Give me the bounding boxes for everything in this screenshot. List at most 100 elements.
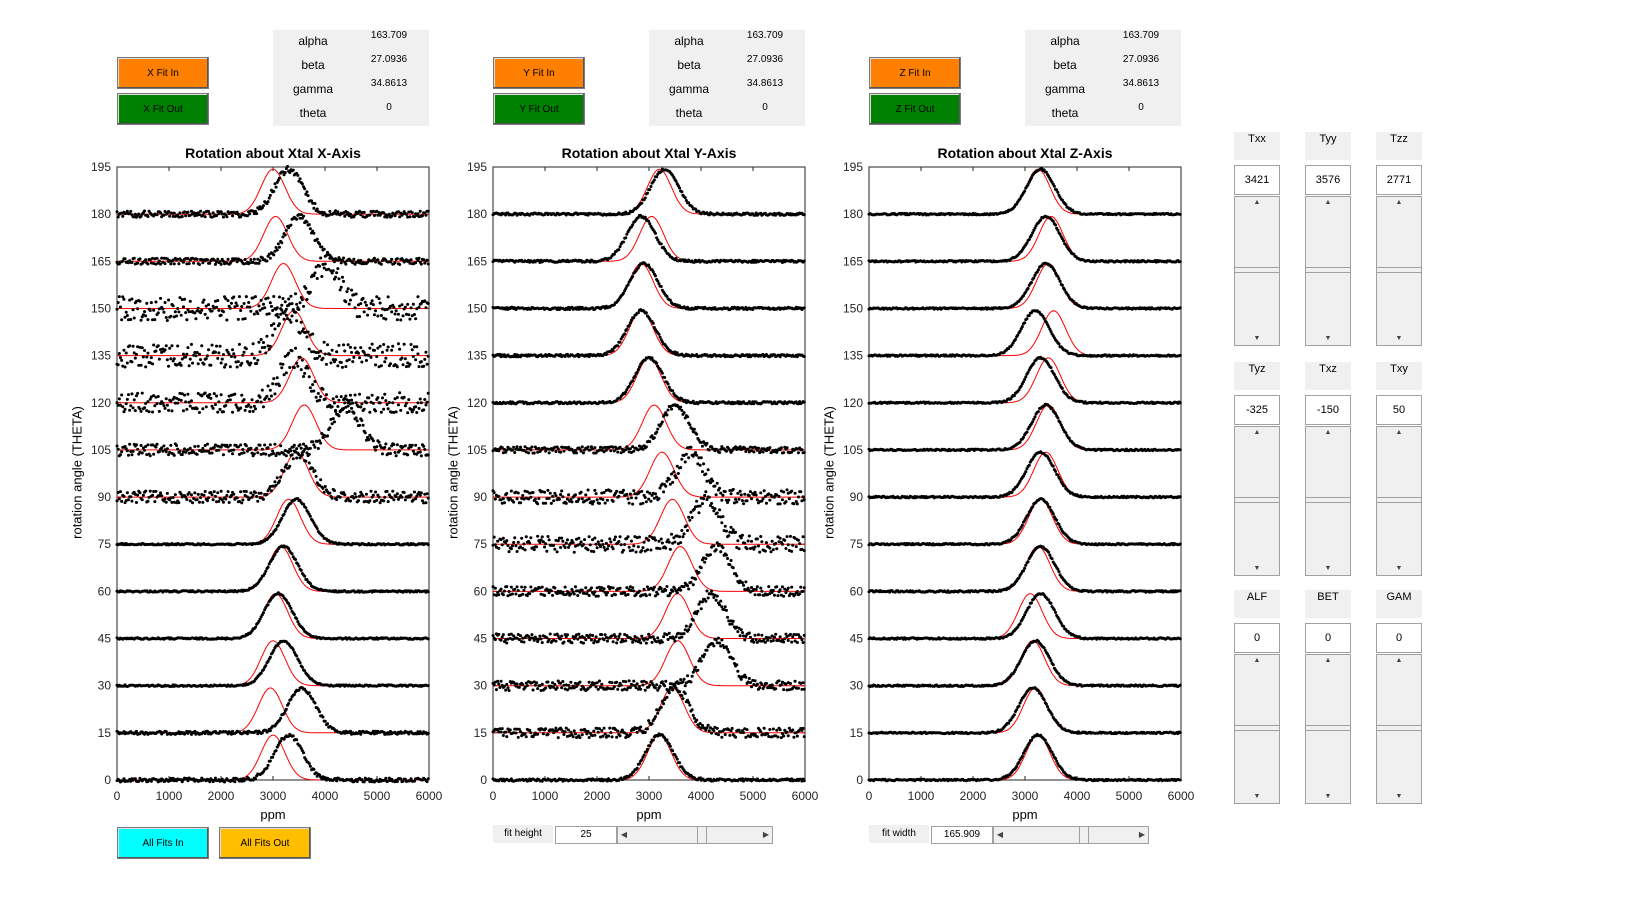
all-fits-out-button[interactable]: All Fits Out <box>219 827 311 859</box>
data-points <box>491 589 806 645</box>
slider-left-arrow-icon[interactable]: ◀ <box>620 830 628 839</box>
x-tick-label: 0 <box>114 789 121 803</box>
fit-width-slider[interactable]: ◀ ▶ <box>993 826 1149 844</box>
tensor-label-alf: ALF <box>1234 590 1280 618</box>
slider-thumb[interactable] <box>1235 267 1279 273</box>
y-fit-in-button[interactable]: Y Fit In <box>493 57 585 89</box>
data-points <box>115 165 430 219</box>
slider-thumb[interactable] <box>1377 725 1421 731</box>
data-points <box>867 167 1182 217</box>
slider-thumb[interactable] <box>1377 497 1421 503</box>
data-points <box>491 732 806 783</box>
param-name: beta <box>1053 58 1077 72</box>
y-tick-label: 135 <box>843 349 863 363</box>
fit-height-field[interactable]: 25 <box>555 826 617 844</box>
x-params-table: alpha 163.709 beta 27.0936 gamma 34.8613 th… <box>273 30 429 126</box>
y-tick-label: 120 <box>91 396 111 410</box>
data-points <box>115 732 430 784</box>
x-tick-label: 0 <box>490 789 497 803</box>
y-tick-label: 30 <box>850 679 864 693</box>
tensor-slider-txx[interactable]: ▲ ▼ <box>1234 196 1280 346</box>
tensor-slider-alf[interactable]: ▲ ▼ <box>1234 654 1280 804</box>
slider-thumb[interactable] <box>1377 267 1421 273</box>
tensor-slider-bet[interactable]: ▲ ▼ <box>1305 654 1351 804</box>
param-value: 34.8613 <box>1122 78 1160 89</box>
y-tick-label: 90 <box>98 490 112 504</box>
y-tick-label: 150 <box>467 301 487 315</box>
slider-up-arrow-icon[interactable]: ▲ <box>1324 429 1332 436</box>
tensor-slider-txz[interactable]: ▲ ▼ <box>1305 426 1351 576</box>
slider-up-arrow-icon[interactable]: ▲ <box>1395 199 1403 206</box>
fit-height-slider[interactable]: ◀ ▶ <box>617 826 773 844</box>
data-points <box>491 445 806 506</box>
param-name: alpha <box>298 34 328 48</box>
tensor-field-bet[interactable]: 0 <box>1305 623 1351 653</box>
x-fit-out-button[interactable]: X Fit Out <box>117 93 209 125</box>
slider-thumb[interactable] <box>697 827 708 843</box>
data-points <box>867 686 1182 736</box>
tensor-label-tyy: Tyy <box>1305 132 1351 160</box>
y-tick-label: 105 <box>843 443 863 457</box>
y-fit-out-button[interactable]: Y Fit Out <box>493 93 585 125</box>
x-tick-label: 5000 <box>364 789 391 803</box>
tensor-field-txx[interactable]: 3421 <box>1234 165 1280 195</box>
z-fit-out-button[interactable]: Z Fit Out <box>869 93 961 125</box>
slider-up-arrow-icon[interactable]: ▲ <box>1253 429 1261 436</box>
slider-down-arrow-icon[interactable]: ▼ <box>1324 793 1332 800</box>
all-fits-in-button[interactable]: All Fits In <box>117 827 209 859</box>
data-points <box>491 490 806 554</box>
tensor-slider-tyz[interactable]: ▲ ▼ <box>1234 426 1280 576</box>
x-plot-title: Rotation about Xtal X-Axis <box>185 145 361 161</box>
slider-up-arrow-icon[interactable]: ▲ <box>1253 657 1261 664</box>
data-points <box>491 682 806 740</box>
x-fit-in-button[interactable]: X Fit In <box>117 57 209 89</box>
fit-height-label: fit height <box>493 825 553 843</box>
tensor-field-gam[interactable]: 0 <box>1376 623 1422 653</box>
tensor-slider-tzz[interactable]: ▲ ▼ <box>1376 196 1422 346</box>
x-tick-label: 3000 <box>636 789 663 803</box>
tensor-field-tyz[interactable]: -325 <box>1234 395 1280 425</box>
tensor-field-txy[interactable]: 50 <box>1376 395 1422 425</box>
slider-down-arrow-icon[interactable]: ▼ <box>1253 793 1261 800</box>
slider-up-arrow-icon[interactable]: ▲ <box>1395 657 1403 664</box>
slider-down-arrow-icon[interactable]: ▼ <box>1395 335 1403 342</box>
tensor-label-txz: Txz <box>1305 362 1351 390</box>
param-value: 0 <box>1138 102 1144 113</box>
slider-thumb[interactable] <box>1306 725 1350 731</box>
slider-thumb[interactable] <box>1235 497 1279 503</box>
tensor-field-txz[interactable]: -150 <box>1305 395 1351 425</box>
x-tick-label: 0 <box>866 789 873 803</box>
slider-down-arrow-icon[interactable]: ▼ <box>1253 565 1261 572</box>
tensor-slider-tyy[interactable]: ▲ ▼ <box>1305 196 1351 346</box>
slider-thumb[interactable] <box>1306 497 1350 503</box>
slider-down-arrow-icon[interactable]: ▼ <box>1324 335 1332 342</box>
slider-thumb[interactable] <box>1079 827 1090 843</box>
tensor-field-tyy[interactable]: 3576 <box>1305 165 1351 195</box>
slider-down-arrow-icon[interactable]: ▼ <box>1395 565 1403 572</box>
slider-down-arrow-icon[interactable]: ▼ <box>1253 335 1261 342</box>
y-tick-label: 105 <box>91 443 111 457</box>
slider-down-arrow-icon[interactable]: ▼ <box>1324 565 1332 572</box>
y-tick-label: 150 <box>843 301 863 315</box>
tensor-slider-gam[interactable]: ▲ ▼ <box>1376 654 1422 804</box>
param-name: theta <box>1051 106 1079 120</box>
tensor-field-alf[interactable]: 0 <box>1234 623 1280 653</box>
tensor-field-tzz[interactable]: 2771 <box>1376 165 1422 195</box>
slider-thumb[interactable] <box>1235 725 1279 731</box>
fit-width-field[interactable]: 165.909 <box>931 826 993 844</box>
z-fit-in-button[interactable]: Z Fit In <box>869 57 961 89</box>
tensor-slider-txy[interactable]: ▲ ▼ <box>1376 426 1422 576</box>
data-points <box>867 732 1182 783</box>
slider-down-arrow-icon[interactable]: ▼ <box>1395 793 1403 800</box>
slider-thumb[interactable] <box>1306 267 1350 273</box>
y-tick-label: 75 <box>98 537 112 551</box>
slider-up-arrow-icon[interactable]: ▲ <box>1324 199 1332 206</box>
slider-left-arrow-icon[interactable]: ◀ <box>996 830 1004 839</box>
slider-up-arrow-icon[interactable]: ▲ <box>1253 199 1261 206</box>
slider-right-arrow-icon[interactable]: ▶ <box>1138 830 1146 839</box>
z-plot-title: Rotation about Xtal Z-Axis <box>937 145 1113 161</box>
slider-right-arrow-icon[interactable]: ▶ <box>762 830 770 839</box>
slider-up-arrow-icon[interactable]: ▲ <box>1324 657 1332 664</box>
slider-up-arrow-icon[interactable]: ▲ <box>1395 429 1403 436</box>
